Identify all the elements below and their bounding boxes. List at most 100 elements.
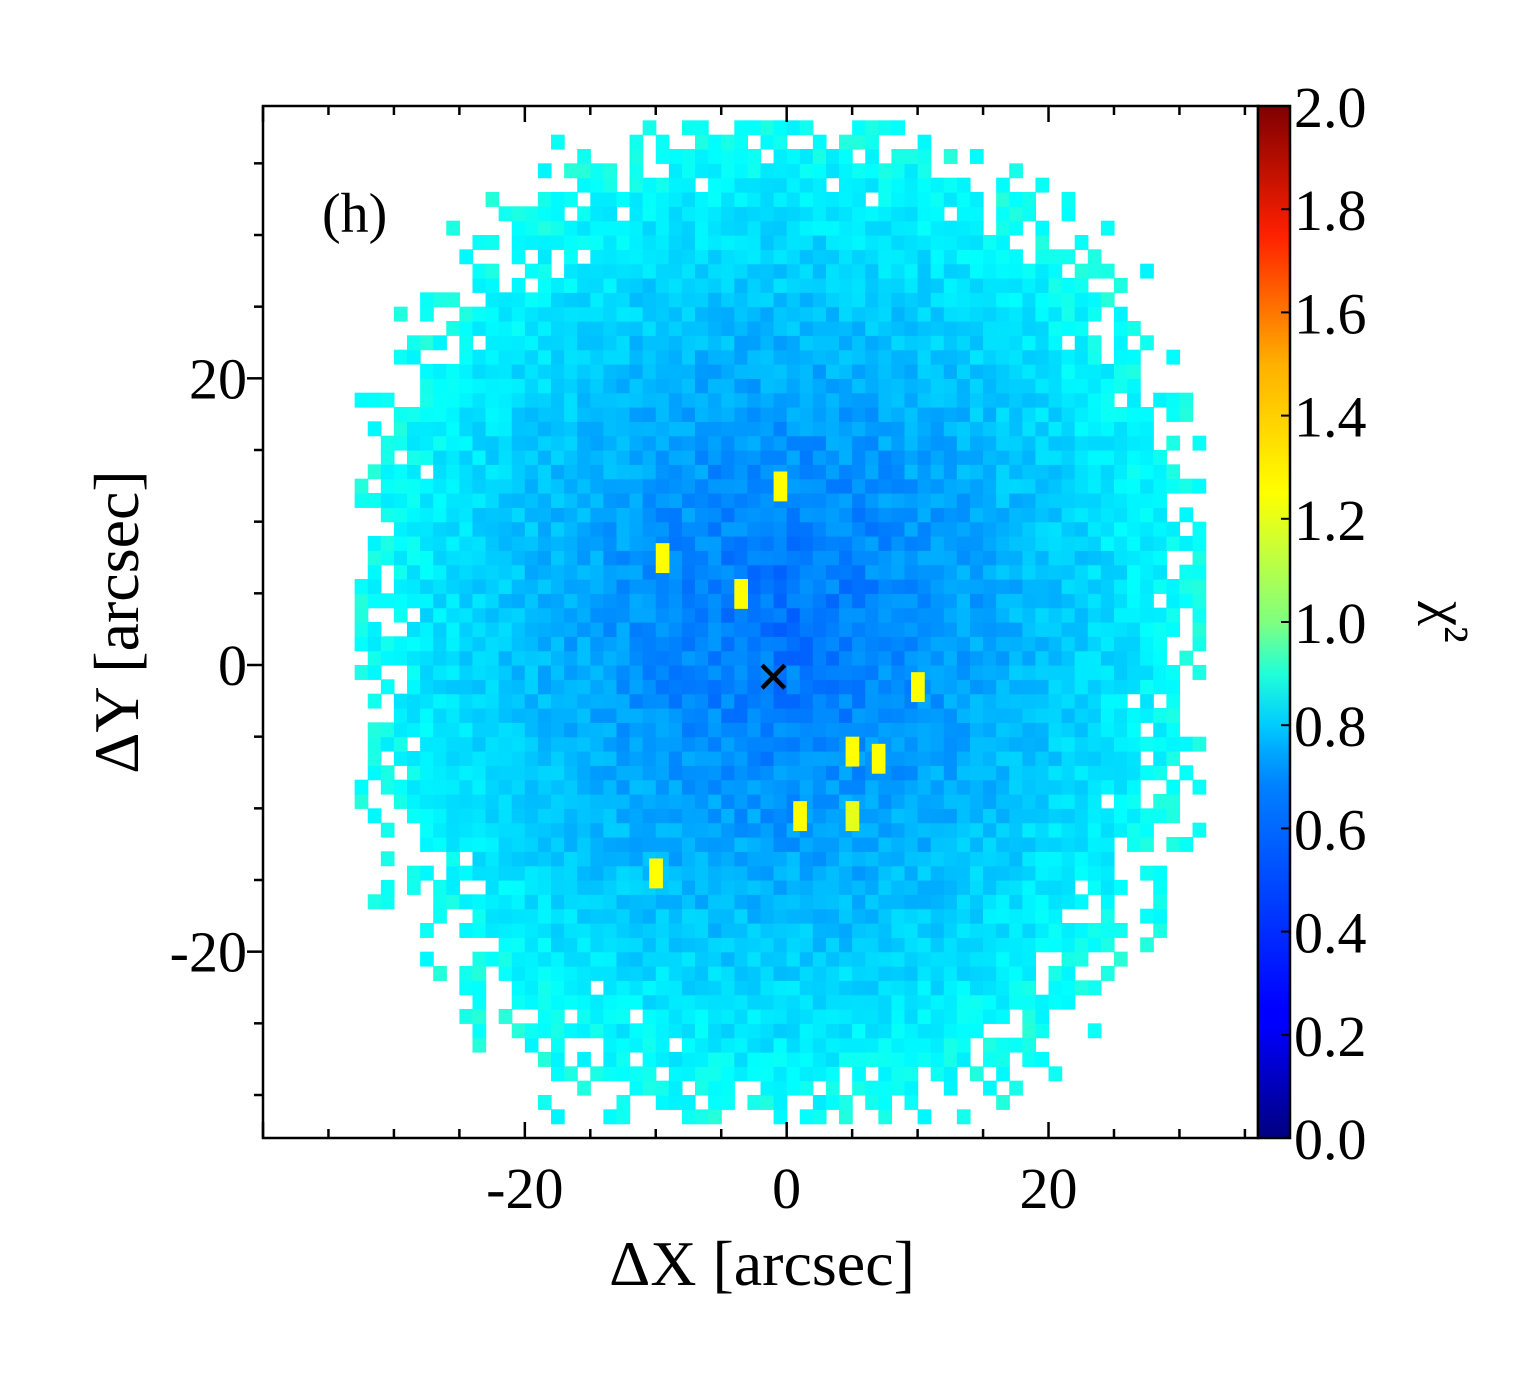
- heatmap-pixel: [839, 507, 853, 523]
- heatmap-pixel: [983, 550, 997, 566]
- heatmap-pixel: [1074, 493, 1089, 508]
- heatmap-pixel: [1035, 765, 1050, 781]
- heatmap-pixel: [969, 980, 984, 996]
- heatmap-pixel: [393, 722, 408, 738]
- heatmap-pixel: [407, 779, 421, 795]
- heatmap-pixel: [472, 894, 487, 910]
- heatmap-pixel: [1035, 550, 1050, 566]
- heatmap-pixel: [996, 206, 1010, 222]
- heatmap-pixel: [969, 722, 984, 738]
- y-axis-label: ΔY [arcsec]: [81, 470, 152, 773]
- heatmap-pixel: [1153, 478, 1167, 494]
- heatmap-pixel: [655, 665, 670, 680]
- heatmap-pixel: [459, 808, 474, 824]
- heatmap-pixel: [1087, 636, 1102, 652]
- heatmap-pixel: [1048, 349, 1063, 365]
- heatmap-pixel: [878, 1080, 893, 1096]
- heatmap-pixel: [642, 736, 657, 752]
- heatmap-pixel: [786, 292, 801, 308]
- heatmap-pixel: [420, 794, 434, 809]
- heatmap-pixel: [1048, 579, 1063, 594]
- heatmap-pixel: [721, 493, 735, 508]
- heatmap-pixel: [511, 607, 526, 623]
- heatmap-pixel: [917, 779, 932, 795]
- heatmap-pixel: [760, 1052, 775, 1067]
- heatmap-pixel: [1087, 464, 1102, 480]
- heatmap-pixel: [642, 450, 657, 465]
- heatmap-pixel: [1009, 880, 1023, 895]
- heatmap-pixel: [1166, 464, 1181, 480]
- heatmap-pixel: [577, 378, 591, 394]
- heatmap-pixel: [773, 120, 788, 136]
- heatmap-pixel: [891, 908, 906, 924]
- heatmap-pixel: [773, 1052, 788, 1067]
- heatmap-pixel: [1009, 564, 1023, 580]
- heatmap-pixel: [681, 435, 696, 451]
- heatmap-pixel: [852, 1023, 866, 1039]
- heatmap-pixel: [511, 779, 526, 795]
- heatmap-pixel: [891, 564, 906, 580]
- heatmap-pixel: [891, 593, 906, 609]
- heatmap-pixel: [943, 822, 958, 838]
- heatmap-pixel: [773, 421, 788, 437]
- heatmap-pixel: [446, 665, 460, 680]
- heatmap-pixel: [773, 679, 788, 695]
- heatmap-pixel: [642, 478, 657, 494]
- heatmap-pixel: [642, 579, 657, 594]
- heatmap-pixel: [839, 435, 853, 451]
- heatmap-pixel: [590, 994, 604, 1010]
- heatmap-pixel: [407, 794, 421, 809]
- heatmap-pixel: [708, 177, 722, 193]
- heatmap-pixel: [564, 765, 578, 781]
- heatmap-pixel: [852, 464, 866, 480]
- heatmap-pixel: [839, 951, 853, 967]
- heatmap-pixel: [616, 263, 631, 279]
- heatmap-pixel: [472, 364, 487, 379]
- heatmap-pixel: [930, 636, 945, 652]
- heatmap-pixel: [577, 306, 591, 322]
- heatmap-pixel: [577, 1080, 591, 1096]
- heatmap-pixel: [799, 665, 814, 680]
- heatmap-pixel: [524, 235, 539, 250]
- heatmap-pixel: [1048, 708, 1063, 723]
- heatmap-pixel: [1100, 708, 1115, 723]
- heatmap-pixel: [799, 880, 814, 895]
- heatmap-pixel: [825, 1066, 840, 1082]
- heatmap-pixel: [865, 923, 879, 938]
- heatmap-pixel: [943, 937, 958, 953]
- heatmap-pixel: [865, 822, 879, 838]
- heatmap-pixel: [904, 450, 919, 465]
- heatmap-pixel: [668, 235, 683, 250]
- heatmap-pixel: [485, 607, 500, 623]
- heatmap-pixel: [511, 536, 526, 551]
- heatmap-pixel: [393, 794, 408, 809]
- heatmap-pixel: [629, 1023, 644, 1039]
- heatmap-pixel: [760, 994, 775, 1010]
- heatmap-pixel: [891, 220, 906, 236]
- heatmap-pixel: [747, 966, 762, 981]
- heatmap-pixel: [721, 321, 735, 336]
- heatmap-pixel: [1113, 650, 1128, 666]
- heatmap-pixel: [564, 536, 578, 551]
- heatmap-pixel: [996, 908, 1010, 924]
- heatmap-pixel: [537, 593, 552, 609]
- heatmap-pixel: [616, 235, 631, 250]
- heatmap-pixel: [773, 521, 788, 537]
- heatmap-pixel: [734, 851, 749, 867]
- heatmap-pixel: [812, 450, 827, 465]
- heatmap-pixel: [734, 564, 749, 580]
- heatmap-pixel: [537, 392, 552, 408]
- heatmap-pixel: [1153, 464, 1167, 480]
- heatmap-pixel: [773, 1037, 788, 1053]
- heatmap-pixel: [564, 421, 578, 437]
- heatmap-pixel: [1035, 478, 1050, 494]
- heatmap-pixel: [1022, 493, 1037, 508]
- heatmap-pixel: [642, 321, 657, 336]
- heatmap-pixel: [407, 579, 421, 594]
- heatmap-pixel: [891, 278, 906, 293]
- heatmap-pixel: [812, 507, 827, 523]
- heatmap-pixel: [1048, 765, 1063, 781]
- heatmap-pixel: [760, 665, 775, 680]
- heatmap-pixel: [799, 1109, 814, 1125]
- heatmap-pixel: [407, 349, 421, 365]
